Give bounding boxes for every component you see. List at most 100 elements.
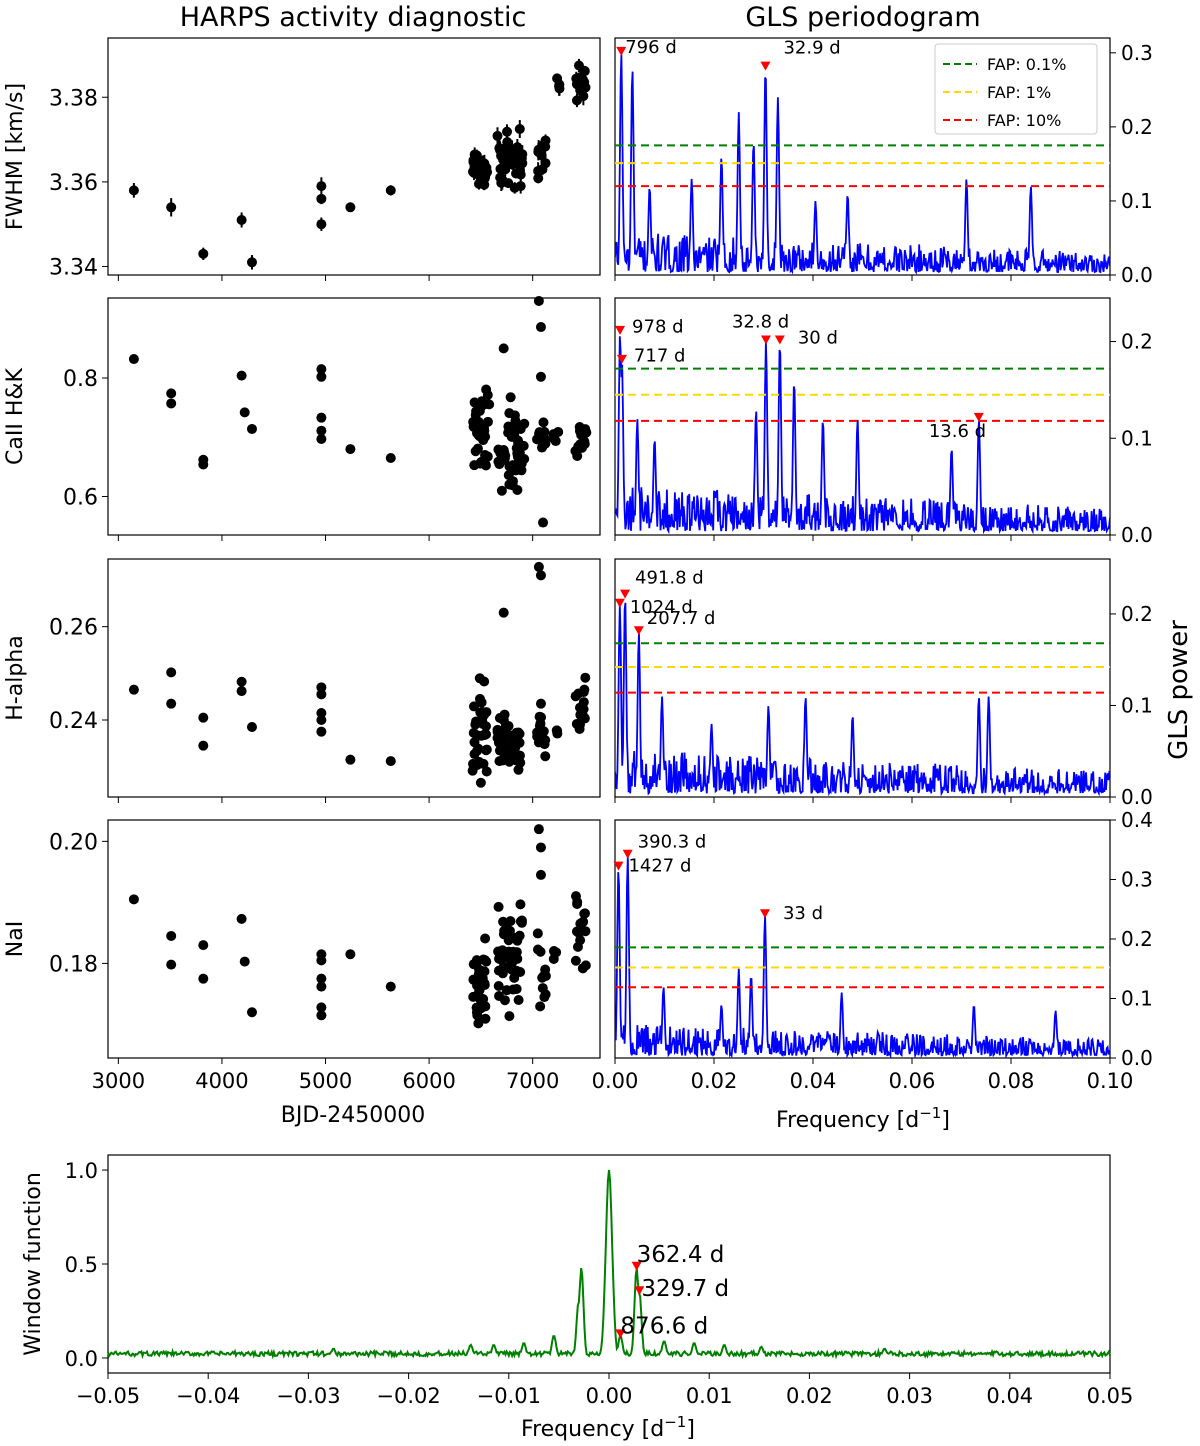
fwhm_ts-data-point [345, 202, 356, 213]
fwhm_ts-data-point [316, 181, 327, 192]
nai_ts-data-point [515, 916, 526, 927]
nai_ts-data-point [508, 984, 519, 995]
nai_ts-data-point [506, 963, 517, 974]
fwhm_ts-frame [107, 37, 601, 276]
fwhm_ts-data-point [385, 185, 396, 196]
caii_ts-data-point [166, 388, 177, 399]
nai_ts-data-point [548, 946, 559, 957]
caii_ts-data-point [482, 390, 493, 401]
halpha_ts-data-point [497, 755, 508, 766]
nai_ts-data-point [385, 981, 396, 992]
caii_ts-data-point [518, 440, 529, 451]
window_function-xtick-label: 0.00 [586, 1384, 633, 1408]
window_function-ytick-label: 1.0 [65, 1159, 98, 1183]
fwhm_ts-data-point [316, 193, 327, 204]
caii_gls-peak-label: 13.6 d [929, 421, 986, 442]
caii_ts-data-point [550, 436, 561, 447]
nai_gls-ytick-label: 0.0 [1121, 1046, 1153, 1070]
fwhm_ts-data-point [499, 158, 510, 169]
halpha_ts-data-point [166, 698, 177, 709]
caii_ts-data-point [498, 343, 509, 354]
window_function-xtick-label: −0.02 [376, 1384, 440, 1408]
halpha_gls-peak-label: 491.8 d [635, 568, 704, 589]
fwhm_gls-ytick-label: 0.0 [1121, 263, 1153, 287]
caii_ts-data-point [496, 485, 507, 496]
caii_ts-data-point [512, 484, 523, 495]
window-freq-label-close: ] [686, 1417, 695, 1442]
fwhm_ts-data-point [573, 60, 584, 71]
halpha_ts-data-point [502, 731, 513, 742]
nai_ts-data-point [493, 901, 504, 912]
caii_gls-ytick-label: 0.2 [1121, 330, 1153, 354]
caii_ts-data-point [514, 423, 525, 434]
fwhm_ts-data-point [198, 248, 209, 259]
caii_gls-panel: 0.0 0.1 0.2 978 d 717 d 32.8 d 30 d 13.6 d [614, 297, 1153, 547]
nai_ts-data-point [513, 995, 524, 1006]
fwhm_ts-data-point [516, 153, 527, 164]
nai_ts-data-point [535, 842, 546, 853]
window_function-xtick-label: 0.01 [686, 1384, 733, 1408]
fwhm_ts-data-point [536, 150, 547, 161]
nai_ts-xtick-label: 5000 [299, 1069, 352, 1093]
nai_ts-frame [107, 819, 601, 1059]
caii_ts-data-point [484, 399, 495, 410]
halpha_ts-data-point [479, 729, 490, 740]
fwhm_ts-data-point [492, 130, 503, 141]
nai_ts-data-point [474, 985, 485, 996]
window_function-ytick-label: 0.5 [65, 1253, 98, 1277]
halpha_gls-ytick-label: 0.1 [1121, 693, 1153, 717]
halpha_ts-data-point [469, 701, 480, 712]
nai_ts-data-point [166, 930, 177, 941]
halpha_ts-data-point [513, 764, 524, 775]
caii_gls-peak-label: 32.8 d [732, 312, 789, 333]
caii_gls-peak-label: 30 d [798, 328, 838, 349]
window_function-frame [107, 1154, 1111, 1374]
window_function-xtick-label: 0.03 [886, 1384, 933, 1408]
caii_ts-data-point [504, 461, 515, 472]
caii_ts-data-point [482, 416, 493, 427]
fwhm_ts-ytick-label: 3.36 [49, 171, 98, 196]
caii_ts-data-point [198, 459, 209, 470]
window-frequency-x-label: Frequency [d−1] [521, 1413, 695, 1442]
nai_ts-data-point [572, 899, 583, 910]
halpha_ts-data-point [494, 713, 505, 724]
halpha_ts-data-point [481, 745, 492, 756]
halpha_ts-data-point [468, 758, 479, 769]
nai_gls-peak-marker [613, 861, 624, 871]
caii_gls-peak-label: 717 d [634, 345, 686, 366]
halpha_ts-data-point [477, 715, 488, 726]
caii_ts-data-point [469, 397, 480, 408]
caii_gls-peak-marker [615, 325, 626, 335]
halpha_ts-panel: 0.24 0.26 H-alpha [3, 558, 601, 803]
window_function-xtick-label: −0.04 [176, 1384, 240, 1408]
fwhm_gls-peak-marker [616, 46, 627, 56]
window_function-peak-label: 362.4 d [637, 1242, 725, 1268]
nai_gls-xtick-label: 0.06 [889, 1069, 936, 1093]
fwhm_ts-data-point [502, 137, 513, 148]
fwhm_ts-data-point [236, 214, 247, 225]
fwhm_ts-ytick-label: 3.34 [49, 256, 98, 281]
halpha_ts-data-point [476, 697, 487, 708]
halpha_ts-data-point [316, 715, 327, 725]
nai_ts-data-point [570, 891, 581, 902]
nai_gls-ytick-label: 0.1 [1121, 987, 1153, 1011]
halpha_ts-data-point [552, 728, 563, 739]
caii_ts-data-point [533, 295, 544, 306]
halpha_gls-ytick-label: 0.2 [1121, 602, 1153, 626]
halpha_ts-data-point [473, 743, 484, 754]
window_function-peak-marker [615, 1329, 626, 1339]
halpha_ts-data-point [540, 751, 551, 762]
caii_ts-data-point [239, 407, 250, 418]
time-x-axis-label: BJD-2450000 [281, 1103, 425, 1128]
caii_ts-data-point [576, 429, 587, 440]
caii_gls-peak-marker [774, 335, 785, 345]
plots-layer: 3.34 3.36 3.38 FWHM [km/s] 0.6 0.8 CaII H&K 0.2… [3, 37, 1153, 1408]
caii_ts-data-point [316, 371, 327, 382]
fwhm_gls-panel: 0.0 0.1 0.2 0.3 796 d 32.9 d FAP: 0.1% FAP: 1% F… [614, 37, 1153, 287]
nai_ts-data-point [503, 932, 514, 943]
nai_ts-data-point [579, 908, 590, 919]
nai_gls-xtick-label: 0.08 [988, 1069, 1035, 1093]
caii_ts-data-point [471, 423, 482, 434]
nai_ts-xtick-label: 7000 [506, 1069, 559, 1093]
halpha_ts-data-point [128, 684, 139, 695]
